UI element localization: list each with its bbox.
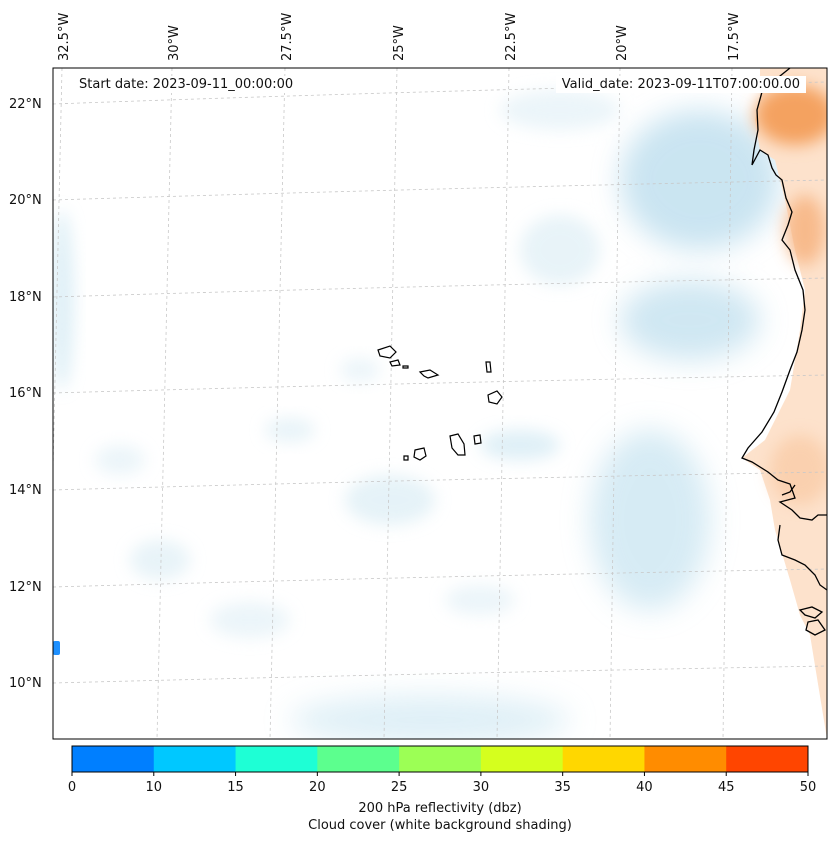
island-brava (403, 455, 409, 461)
lon-label-25w: 25°W (392, 25, 407, 61)
cabo-verde-islands (377, 345, 503, 461)
lon-label-17-5w: 17.5°W (727, 12, 742, 61)
colorbar-segment-0 (72, 746, 155, 772)
warm-land-patch-north (755, 85, 827, 145)
lat-label-14n: 14°N (9, 483, 42, 498)
colorbar-tick-label-2: 15 (227, 780, 244, 795)
island-santa-luzia (402, 365, 409, 369)
map-frame (52, 67, 828, 740)
lon-label-20w: 20°W (615, 25, 630, 61)
colorbar-segment-2 (235, 746, 318, 772)
island-sao-nicolau (418, 369, 440, 379)
colorbar-segment-7 (644, 746, 727, 772)
colorbar-tick-label-1: 10 (145, 780, 163, 795)
warm-land-patch-south (770, 435, 827, 505)
lat-label-18n: 18°N (9, 290, 42, 305)
colorbar-tick-label-3: 20 (309, 780, 326, 795)
warm-land-patch-mid (785, 195, 825, 265)
colorbar (71, 745, 809, 776)
island-sal (485, 361, 492, 373)
colorbar-tick-label-8: 45 (717, 780, 735, 795)
colorbar-tick-label-6: 35 (554, 780, 571, 795)
colorbar-segment-3 (317, 746, 400, 772)
colorbar-tick-label-7: 40 (636, 780, 653, 795)
lat-label-16n: 16°N (9, 386, 42, 401)
lat-label-22n: 22°N (9, 97, 42, 112)
colorbar-title: 200 hPa reflectivity (dbz) (358, 801, 522, 816)
island-sao-vicente (389, 359, 401, 367)
colorbar-segment-6 (562, 746, 645, 772)
start-date-label: Start date: 2023-09-11_00:00:00 (73, 76, 300, 93)
colorbar-segment-5 (480, 746, 564, 772)
island-fogo (413, 447, 427, 461)
colorbar-tick-label-5: 30 (472, 780, 490, 795)
island-boa-vista (487, 390, 503, 405)
lat-label-20n: 20°N (9, 193, 42, 208)
lon-label-30w: 30°W (167, 25, 182, 61)
colorbar-tick-label-9: 50 (799, 780, 817, 795)
reflectivity-patch (53, 641, 60, 655)
lat-label-10n: 10°N (9, 676, 42, 691)
lon-label-32-5w: 32.5°W (57, 12, 72, 61)
coastline (741, 68, 827, 636)
colorbar-frame (71, 745, 809, 773)
colorbar-segment-1 (153, 746, 237, 772)
cloud-cover-shading (53, 90, 780, 739)
colorbar-subtitle: Cloud cover (white background shading) (308, 818, 572, 833)
graticule (53, 68, 827, 739)
colorbar-segment-8 (726, 746, 809, 772)
colorbar-tick-label-0: 0 (67, 780, 77, 795)
island-maio (473, 434, 482, 445)
island-santiago (449, 433, 466, 456)
island-santo-antao (377, 345, 397, 359)
colorbar-tick-label-4: 25 (390, 780, 408, 795)
colorbar-segment-4 (399, 746, 482, 772)
lat-label-12n: 12°N (9, 580, 42, 595)
lon-label-27-5w: 27.5°W (280, 12, 295, 61)
valid-date-label: Valid_date: 2023-09-11T07:00:00.00 (555, 76, 806, 93)
map-area (53, 68, 827, 739)
lon-label-22-5w: 22.5°W (504, 12, 519, 61)
